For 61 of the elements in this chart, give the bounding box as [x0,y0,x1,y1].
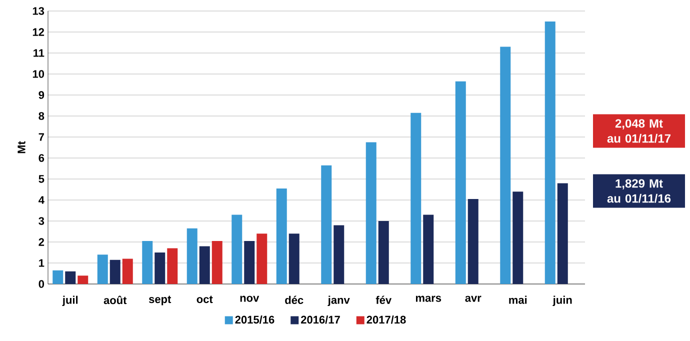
text: 1,829 Mt au 01/11/16 [607,179,671,203]
y-tick-label: 12 [32,28,44,36]
bar [276,188,287,284]
y-tick-label: 5 [38,175,44,183]
x-tick-label: déc [285,296,304,304]
x-tick-label: avr [465,296,482,302]
y-tick-label: 0 [38,280,44,288]
bar [167,248,178,284]
text: 2,048 Mt au 01/11/17 [607,119,671,143]
bar [468,198,478,284]
bar [97,254,108,284]
x-tick-label: sept [148,296,172,306]
bar [378,221,389,284]
y-tick-label: 3 [38,217,44,225]
bar [321,165,332,284]
bar [366,142,376,284]
bar [110,260,120,284]
bar [288,234,300,284]
x-tick-label: août [104,296,127,304]
bar [256,234,268,284]
bar [334,225,344,284]
x-tick-label: mars [416,296,442,302]
y-tick-label: 10 [32,70,44,78]
y-tick-label: 6 [38,154,44,162]
bar [122,258,133,284]
y-tick-label: 9 [38,91,44,99]
bar [232,214,242,284]
bar [52,270,64,284]
y-tick-label: 11 [34,49,44,57]
legend-label: 2015/16 [235,316,274,324]
bar [410,112,422,284]
x-tick-label: juin [552,296,572,306]
y-tick-label: 8 [38,112,44,120]
bar [78,276,88,284]
y-tick-label: 13 [32,7,44,15]
y-tick-label: 4 [38,196,44,204]
bar [244,240,255,284]
bar [557,183,568,284]
legend-label: 2017/18 [366,316,406,324]
bar [212,240,222,284]
y-tick-label: 2 [38,238,44,246]
bar [512,192,524,284]
bar [500,46,511,284]
bar [142,240,153,284]
x-tick-label: nov [240,296,260,302]
bar [154,252,166,284]
x-tick-label: mai [509,296,527,304]
y-axis-title: Mt [18,141,26,154]
bar [423,214,434,284]
x-tick-label: janv [328,296,350,306]
x-tick-label: oct [196,296,213,304]
x-tick-label: juil [62,296,78,306]
bar [455,81,466,284]
legend-label: 2016/17 [301,316,340,324]
bar [65,271,76,284]
y-tick-label: 7 [38,133,44,141]
bar [186,228,198,284]
x-tick-label: fév [376,296,392,304]
bar [544,22,556,284]
bar [199,246,210,284]
y-tick-label: 1 [39,259,44,267]
